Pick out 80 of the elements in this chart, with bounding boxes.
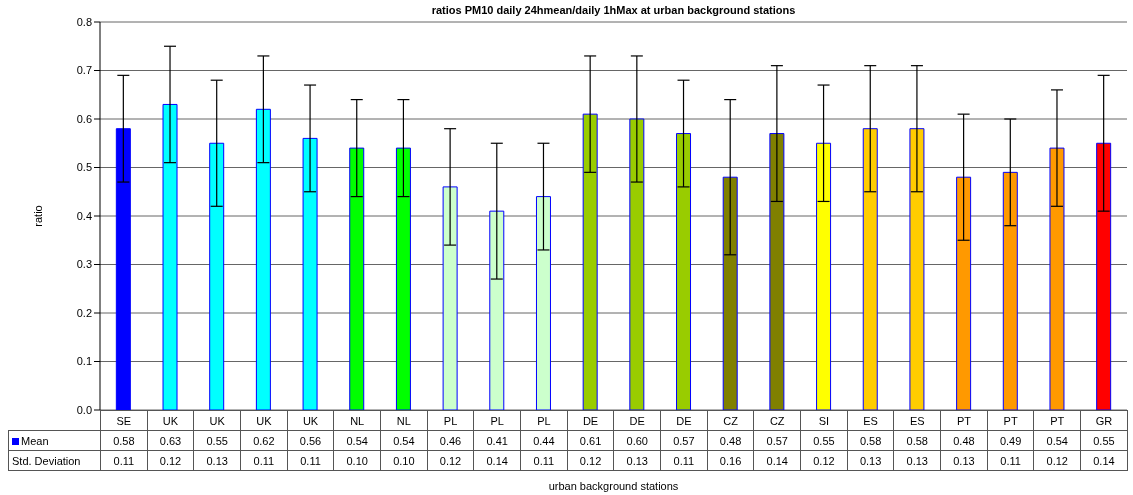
text: 0.13: [847, 450, 894, 471]
x-tick-label: DE: [567, 410, 614, 431]
x-tick-label: PT: [940, 410, 988, 431]
text: Std. Deviation: [8, 450, 101, 471]
text: 0.14: [1080, 450, 1128, 471]
text: 0.12: [800, 450, 848, 471]
text: 0.49: [999, 434, 1022, 447]
text: 0.41: [486, 434, 508, 447]
x-tick-label: UK: [147, 410, 194, 431]
x-tick-label: ES: [893, 410, 941, 431]
y-tick-label: 0.3: [76, 258, 92, 271]
legend-label: Mean: [8, 430, 101, 451]
text: 0.58: [859, 434, 882, 447]
text: 0.60: [626, 434, 648, 447]
x-tick-label: SE: [100, 410, 148, 431]
text: 0.48: [719, 434, 742, 447]
text: 0.55: [206, 434, 228, 447]
text: 0.12: [147, 450, 194, 471]
x-tick-label: NL: [333, 410, 381, 431]
x-tick-label: ES: [847, 410, 894, 431]
chart-title: ratios PM10 daily 24hmean/daily 1hMax at urban background stations: [430, 4, 797, 16]
text: 0.14: [473, 450, 521, 471]
y-tick-label: 0.5: [76, 161, 92, 174]
x-tick-label: NL: [380, 410, 428, 431]
y-tick-label: 0.0: [76, 403, 92, 416]
text: 0.54: [346, 434, 368, 447]
text: 0.10: [333, 450, 381, 471]
x-tick-label: CZ: [707, 410, 754, 431]
x-tick-label: PT: [987, 410, 1034, 431]
text: 0.13: [613, 450, 661, 471]
x-tick-label: DE: [660, 410, 708, 431]
text: 0.11: [240, 450, 288, 471]
y-tick-label: 0.7: [76, 64, 92, 77]
text: 0.55: [1093, 434, 1115, 447]
x-tick-label: DE: [613, 410, 661, 431]
text: 0.10: [380, 450, 428, 471]
x-tick-label: PT: [1033, 410, 1081, 431]
text: 0.57: [673, 434, 695, 447]
x-tick-label: PL: [520, 410, 568, 431]
x-tick-label: PL: [427, 410, 474, 431]
text: 0.57: [766, 434, 788, 447]
text: 0.44: [533, 434, 555, 447]
text: 0.11: [100, 450, 148, 471]
y-tick-label: 0.4: [76, 209, 92, 222]
text: 0.16: [707, 450, 754, 471]
text: 0.11: [287, 450, 334, 471]
text: 0.56: [299, 434, 322, 447]
x-tick-label: UK: [193, 410, 241, 431]
text: 0.12: [567, 450, 614, 471]
x-tick-label: PL: [473, 410, 521, 431]
text: 0.48: [953, 434, 975, 447]
text: 0.58: [906, 434, 928, 447]
x-tick-label: UK: [240, 410, 288, 431]
text: 0.61: [579, 434, 602, 447]
y-tick-label: 0.8: [76, 15, 92, 28]
text: 0.54: [1046, 434, 1068, 447]
x-tick-label: UK: [287, 410, 334, 431]
text: 0.13: [193, 450, 241, 471]
text: 0.11: [520, 450, 568, 471]
text: 0.63: [159, 434, 182, 447]
x-axis-title: urban background stations: [547, 480, 680, 492]
text: 0.11: [660, 450, 708, 471]
y-tick-label: 0.1: [76, 355, 92, 368]
y-axis-title: ratio: [31, 205, 44, 227]
text: 0.13: [893, 450, 941, 471]
text: 0.12: [427, 450, 474, 471]
text: 0.62: [253, 434, 275, 447]
y-tick-label: 0.6: [76, 112, 92, 125]
x-tick-label: GR: [1080, 410, 1128, 431]
text: 0.14: [753, 450, 801, 471]
text: 0.54: [393, 434, 415, 447]
text: 0.11: [987, 450, 1034, 471]
x-tick-label: SI: [800, 410, 848, 431]
text: 0.13: [940, 450, 988, 471]
y-tick-label: 0.2: [76, 306, 92, 319]
text: 0.58: [113, 434, 135, 447]
x-tick-label: CZ: [753, 410, 801, 431]
text: 0.55: [813, 434, 835, 447]
text: 0.46: [439, 434, 462, 447]
text: 0.12: [1033, 450, 1081, 471]
